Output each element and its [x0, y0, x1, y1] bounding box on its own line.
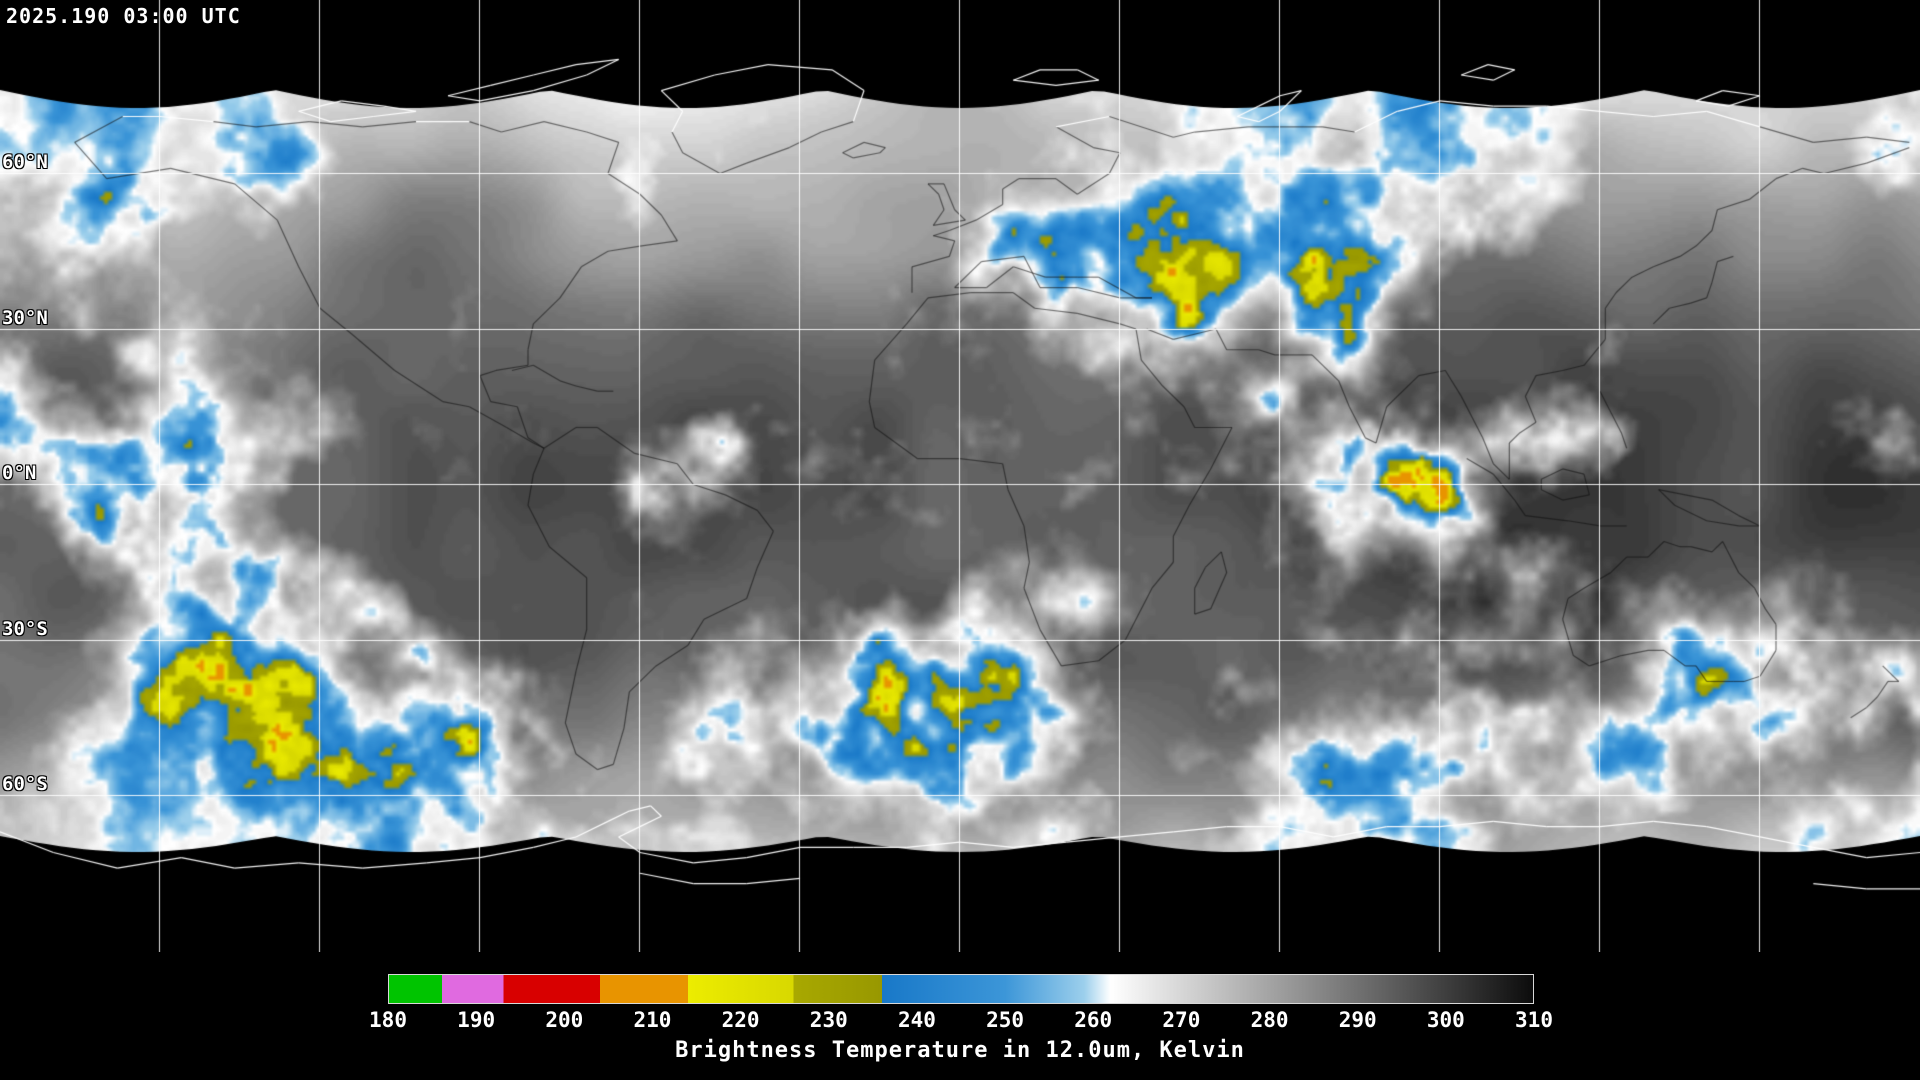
- colorbar-tick-label: 240: [897, 1008, 936, 1032]
- colorbar-tick-label: 180: [369, 1008, 407, 1032]
- latitude-label: 30°N: [2, 306, 48, 329]
- colorbar-tick-label: 200: [545, 1008, 584, 1032]
- colorbar-tick-label: 220: [721, 1008, 760, 1032]
- colorbar-tick-label: 210: [633, 1008, 672, 1032]
- latitude-label: 0°N: [2, 462, 37, 485]
- colorbar-tick-label: 310: [1515, 1008, 1553, 1032]
- timestamp: 2025.190 03:00 UTC: [6, 4, 241, 28]
- latitude-label: 60°S: [2, 773, 48, 796]
- latitude-label: 30°S: [2, 617, 48, 640]
- colorbar-ticks: 180 190 200 210 220 230 240 250 260 270 280 290 300 3…: [0, 1008, 1920, 1034]
- colorbar-tick-label: 290: [1338, 1008, 1377, 1032]
- colorbar-tick-label: 260: [1074, 1008, 1113, 1032]
- colorbar-tick-label: 300: [1426, 1008, 1465, 1032]
- colorbar-title: Brightness Temperature in 12.0um, Kelvin: [675, 1038, 1245, 1063]
- colorbar-tick-label: 270: [1162, 1008, 1201, 1032]
- world-ir-map: [0, 0, 1920, 952]
- colorbar-tick-label: 190: [457, 1008, 496, 1032]
- colorbar-gradient: [388, 974, 1534, 1004]
- latitude-label: 60°N: [2, 151, 48, 174]
- colorbar-tick-label: 280: [1250, 1008, 1289, 1032]
- colorbar-tick-label: 230: [809, 1008, 848, 1032]
- colorbar-tick-label: 250: [986, 1008, 1025, 1032]
- colorbar: 180 190 200 210 220 230 240 250 260 270 280 290 300 3…: [0, 952, 1920, 1080]
